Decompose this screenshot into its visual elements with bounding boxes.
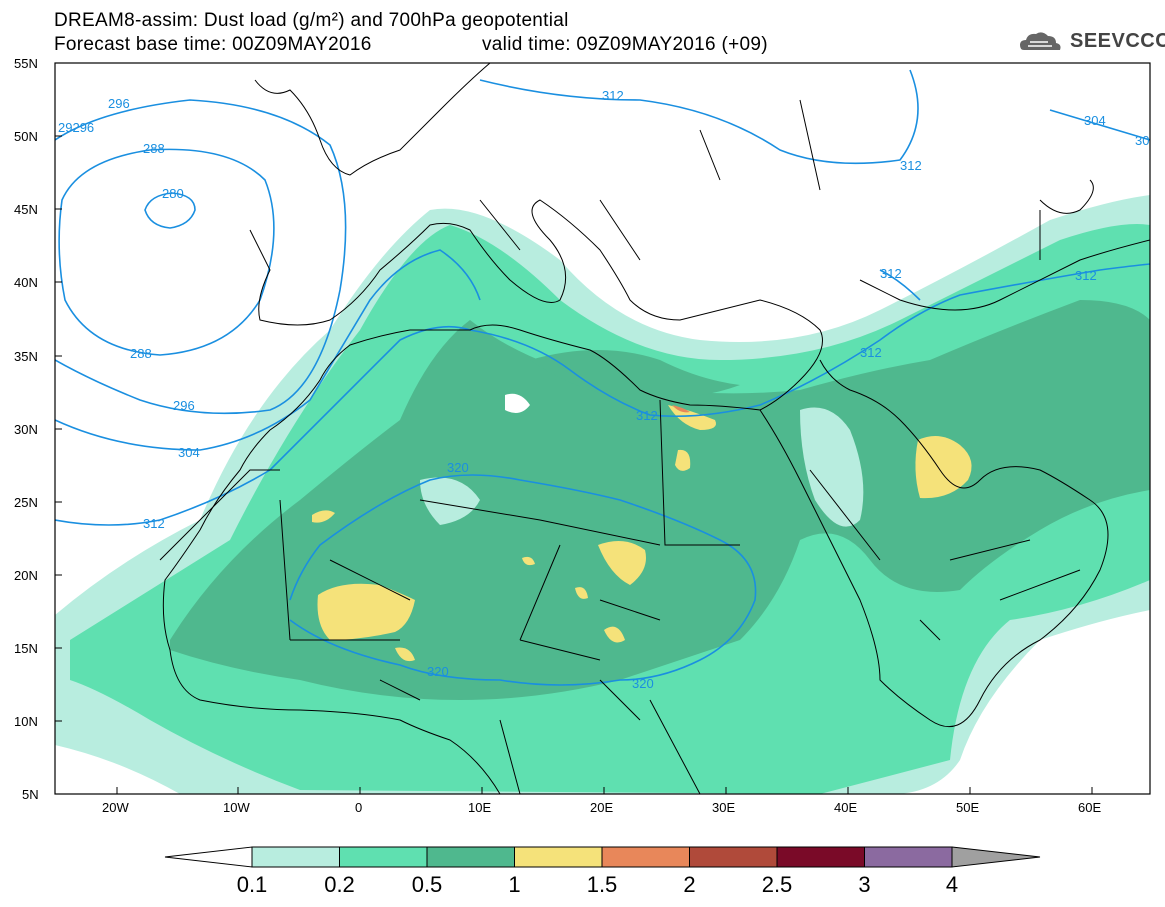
coastlines <box>159 63 1150 794</box>
lon-label: 60E <box>1078 800 1101 815</box>
lon-label: 10E <box>468 800 491 815</box>
contour-labels: 29296 296 288 280 288 296 304 312 312 31… <box>58 88 1149 691</box>
lat-label: 5N <box>22 787 39 802</box>
colorbar-cell <box>339 846 428 868</box>
lon-label: 20E <box>590 800 613 815</box>
lon-label: 20W <box>102 800 129 815</box>
lat-label: 55N <box>14 56 38 71</box>
colorbar: 0.1 0.2 0.5 1 1.5 2 2.5 3 4 <box>164 846 1041 897</box>
contour-label: 296 <box>108 96 130 111</box>
colorbar-under <box>164 846 253 868</box>
colorbar-cell <box>426 846 515 868</box>
colorbar-cell <box>776 846 865 868</box>
contour-label: 30 <box>1135 133 1149 148</box>
colorbar-label: 4 <box>946 872 958 897</box>
contour-label: 304 <box>1084 113 1106 128</box>
contour-label: 312 <box>880 266 902 281</box>
colorbar-over <box>951 846 1041 868</box>
colorbar-cell <box>601 846 690 868</box>
lat-label: 40N <box>14 275 38 290</box>
colorbar-label: 0.1 <box>237 872 268 897</box>
lat-label: 50N <box>14 129 38 144</box>
contour-label: 320 <box>427 664 449 679</box>
lat-label: 45N <box>14 202 38 217</box>
colorbar-label: 3 <box>858 872 870 897</box>
colorbar-label: 0.5 <box>412 872 443 897</box>
lon-label: 10W <box>223 800 250 815</box>
contour-label: 312 <box>1075 268 1097 283</box>
contour-label: 320 <box>632 676 654 691</box>
lon-label: 40E <box>834 800 857 815</box>
contour-label: 312 <box>636 408 658 423</box>
contour-label: 312 <box>860 345 882 360</box>
forecast-base-time: Forecast base time: 00Z09MAY2016 <box>54 34 372 55</box>
colorbar-cell <box>251 846 340 868</box>
colorbar-label: 2 <box>683 872 695 897</box>
contour-label: 288 <box>143 141 165 156</box>
lat-label: 15N <box>14 641 38 656</box>
lat-label: 30N <box>14 422 38 437</box>
contour-label: 312 <box>602 88 624 103</box>
contour-label: 288 <box>130 346 152 361</box>
contour-label: 296 <box>173 398 195 413</box>
lat-label: 35N <box>14 349 38 364</box>
lat-label: 25N <box>14 495 38 510</box>
lat-label: 10N <box>14 714 38 729</box>
colorbar-cell <box>514 846 603 868</box>
lon-axis: 20W 10W 0 10E 20E 30E 40E 50E 60E <box>102 787 1101 815</box>
lat-axis: 55N 50N 45N 40N 35N 30N 25N 20N 15N 10N … <box>14 56 62 802</box>
map-title: DREAM8-assim: Dust load (g/m²) and 700hP… <box>54 10 569 31</box>
contour-label: 304 <box>178 445 200 460</box>
colorbar-label: 1 <box>508 872 520 897</box>
colorbar-cell <box>689 846 778 868</box>
lat-label: 20N <box>14 568 38 583</box>
contour-label: 280 <box>162 186 184 201</box>
lon-label: 0 <box>355 800 362 815</box>
colorbar-label: 1.5 <box>587 872 618 897</box>
contour-label: 320 <box>447 460 469 475</box>
contour-label: 312 <box>900 158 922 173</box>
colorbar-cell <box>864 846 953 868</box>
colorbar-label: 2.5 <box>762 872 793 897</box>
lon-label: 50E <box>956 800 979 815</box>
dust-band-1 <box>317 583 415 640</box>
contour-label: 312 <box>143 516 165 531</box>
valid-time: valid time: 09Z09MAY2016 (+09) <box>482 34 768 55</box>
lon-label: 30E <box>712 800 735 815</box>
cloud-icon <box>1020 32 1061 50</box>
contour-label: 29296 <box>58 120 94 135</box>
colorbar-label: 0.2 <box>324 872 355 897</box>
logo-text: SEEVCCC <box>1070 30 1165 52</box>
